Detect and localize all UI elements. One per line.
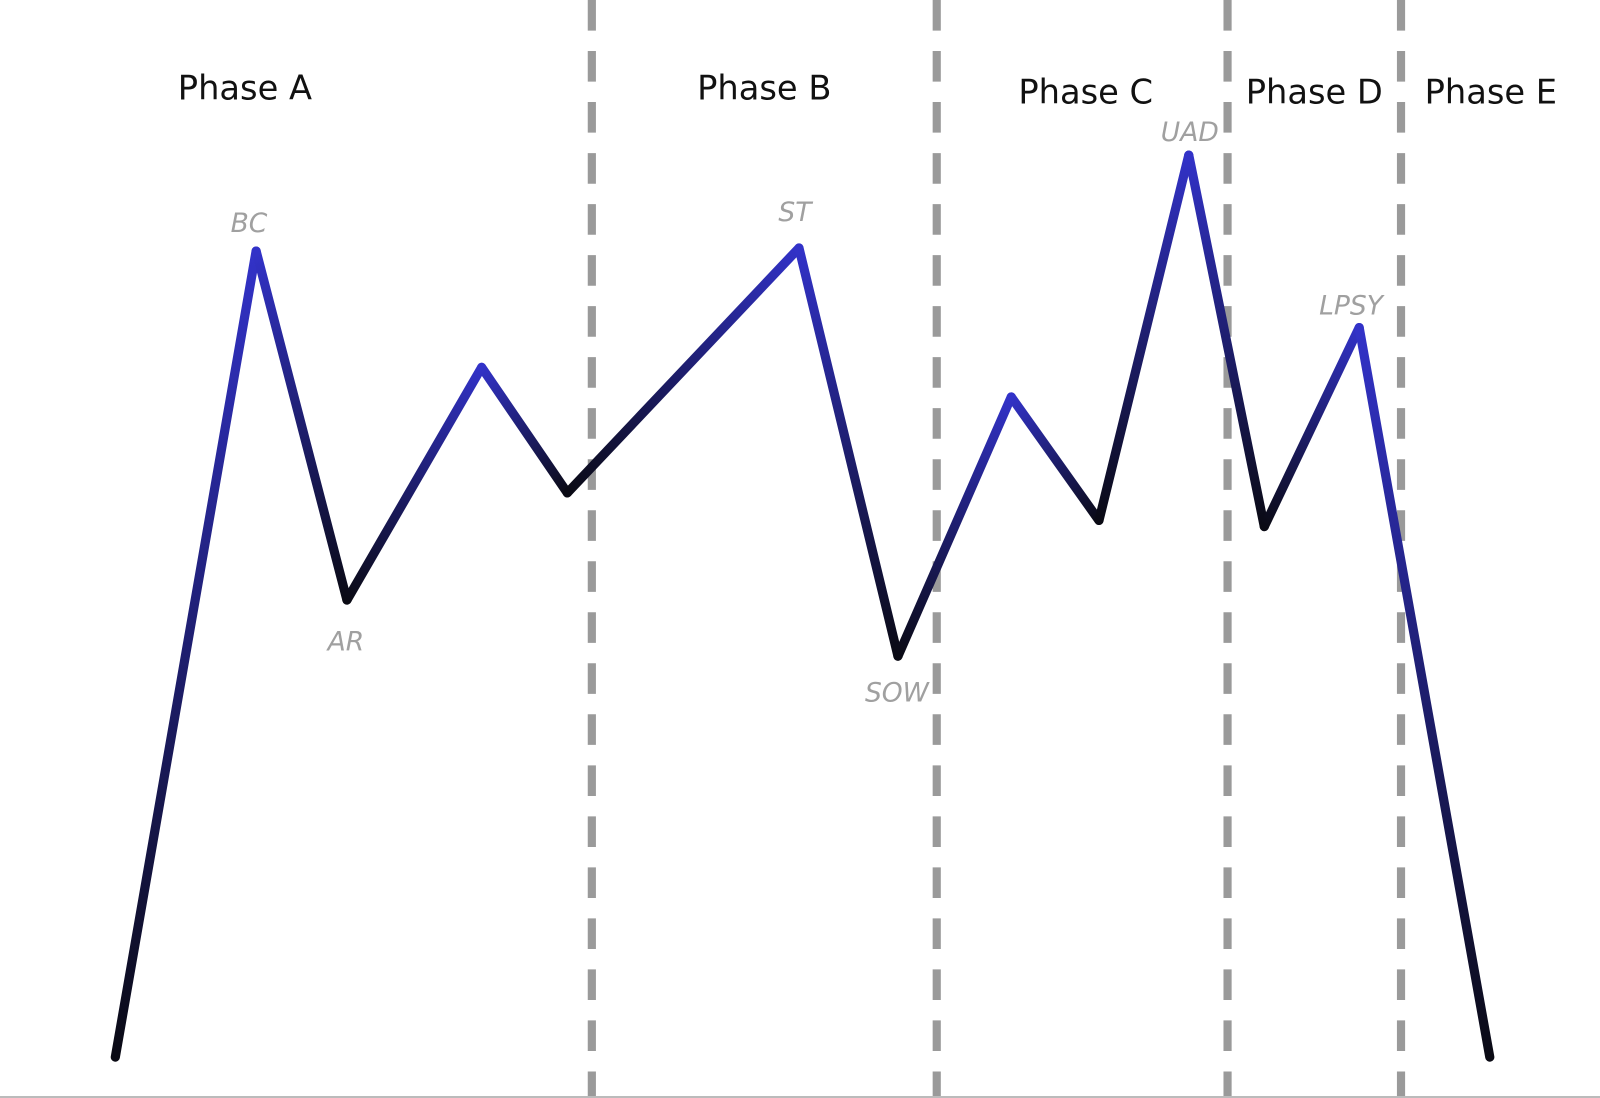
path-segment [1184, 150, 1269, 532]
path-segment [342, 362, 487, 605]
event-label: UAD [1161, 117, 1219, 148]
path-segment [893, 392, 1016, 661]
path-segment [251, 246, 352, 605]
event-label: LPSY [1319, 291, 1385, 322]
path-segment [1354, 322, 1495, 1062]
path-segment [562, 243, 804, 498]
event-label: AR [326, 626, 365, 657]
phase-label: Phase E [1425, 72, 1557, 111]
event-label: SOW [865, 677, 931, 708]
path-segment [1006, 392, 1104, 526]
event-label: BC [231, 208, 268, 239]
phase-label: Phase A [178, 68, 312, 107]
path-segment [1094, 150, 1194, 526]
phase-label: Phase B [697, 68, 831, 107]
path-segment [794, 243, 903, 661]
price-path [110, 150, 1495, 1062]
path-segment [110, 246, 261, 1062]
phase-label: Phase C [1018, 72, 1153, 111]
path-segment [477, 362, 572, 498]
event-label: ST [778, 197, 813, 228]
phase-label: Phase D [1246, 72, 1383, 111]
path-segment [1259, 322, 1364, 532]
